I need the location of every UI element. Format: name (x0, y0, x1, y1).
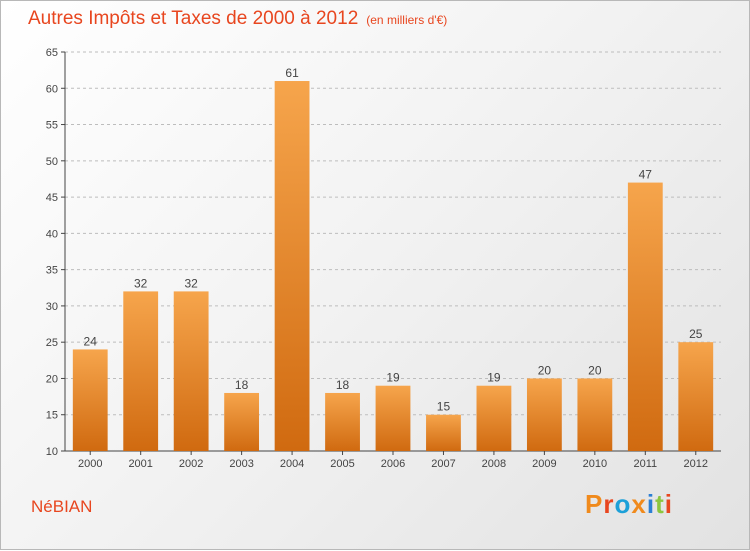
bar-2010 (577, 378, 613, 451)
y-tick-label: 35 (46, 265, 58, 277)
bar-2005 (325, 392, 360, 451)
logo-letter: P (585, 489, 604, 519)
x-tick-label-2002: 2002 (179, 458, 203, 470)
x-tick-label-2012: 2012 (684, 458, 708, 470)
bar-2000 (72, 349, 108, 451)
data-label-2007: 15 (437, 400, 451, 414)
bar-2002 (173, 291, 209, 451)
commune-name: NéBIAN (31, 497, 93, 516)
x-tick-label-2011: 2011 (633, 458, 657, 470)
logo-letter: o (614, 489, 632, 519)
x-tick-label-2007: 2007 (431, 458, 455, 470)
bar-2011 (627, 182, 663, 451)
data-label-2001: 32 (134, 276, 148, 290)
y-tick-label: 30 (46, 301, 58, 313)
logo-letter: i (646, 489, 656, 519)
chart-title: Autres Impôts et Taxes de 2000 à 2012 (en… (28, 8, 447, 30)
logo-letter: r (603, 489, 615, 519)
data-label-2011: 47 (639, 168, 653, 182)
bar-2001 (123, 291, 159, 451)
y-tick-label: 50 (46, 156, 58, 168)
y-tick-label: 10 (46, 446, 58, 458)
data-label-2005: 18 (336, 378, 350, 392)
data-label-2004: 61 (285, 66, 299, 80)
bar-2009 (526, 378, 562, 451)
x-tick-label-2006: 2006 (381, 458, 405, 470)
data-label-2009: 20 (538, 363, 552, 377)
logo-letter: t (655, 489, 665, 519)
data-label-2003: 18 (235, 378, 249, 392)
y-tick-label: 45 (46, 192, 58, 204)
chart-subtitle: (en milliers d'€) (366, 13, 448, 27)
y-tick-label: 40 (46, 228, 58, 240)
data-label-2010: 20 (588, 363, 602, 377)
chart-title-text: Autres Impôts et Taxes de 2000 à 2012 (28, 8, 359, 29)
bar-2006 (375, 385, 411, 451)
x-tick-label-2003: 2003 (229, 458, 253, 470)
x-tick-label-2001: 2001 (128, 458, 152, 470)
bar-2008 (476, 385, 512, 451)
x-tick-label-2008: 2008 (482, 458, 506, 470)
bar-2007 (426, 414, 461, 451)
data-label-2006: 19 (386, 371, 400, 385)
x-tick-label-2004: 2004 (280, 458, 304, 470)
data-label-2012: 25 (689, 327, 703, 341)
bar-2004 (274, 81, 310, 451)
data-label-2008: 19 (487, 371, 501, 385)
data-label-2002: 32 (184, 276, 198, 290)
x-tick-label-2005: 2005 (330, 458, 354, 470)
y-tick-label: 20 (46, 373, 58, 385)
bar-2003 (224, 392, 260, 451)
logo-letter: x (631, 489, 647, 519)
data-label-2000: 24 (84, 334, 98, 348)
proxiti-logo: Proxiti (585, 489, 673, 520)
bar-2012 (678, 342, 714, 451)
x-tick-label-2010: 2010 (583, 458, 607, 470)
y-tick-label: 25 (46, 337, 58, 349)
x-tick-label-2000: 2000 (78, 458, 102, 470)
y-tick-label: 15 (46, 410, 58, 422)
x-tick-label-2009: 2009 (532, 458, 556, 470)
logo-letter: i (664, 489, 673, 519)
y-tick-label: 65 (46, 47, 58, 59)
y-tick-label: 55 (46, 120, 58, 132)
y-tick-label: 60 (46, 83, 58, 95)
